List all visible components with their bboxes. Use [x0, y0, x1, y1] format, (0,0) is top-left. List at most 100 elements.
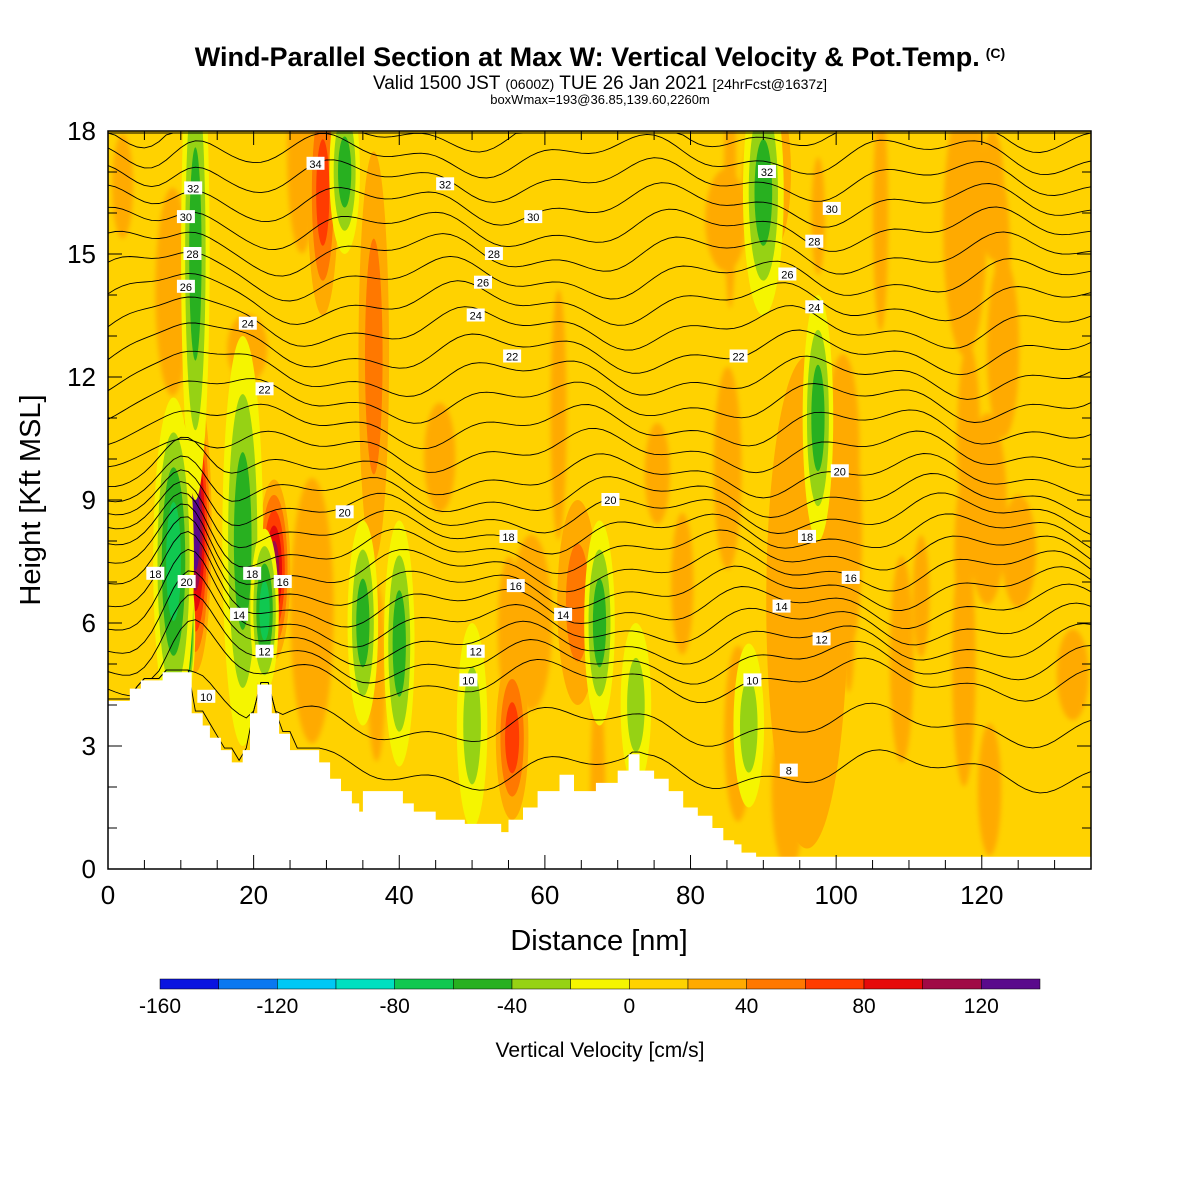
theta-contour-label: 18	[798, 529, 817, 544]
theta-contour-line	[108, 206, 1091, 252]
theta-contour-label: 16	[273, 575, 292, 589]
y-tick-label: 6	[82, 608, 96, 638]
theta-label-text: 30	[826, 204, 838, 216]
theta-contour-line	[108, 531, 1091, 629]
theta-label-bg	[506, 579, 525, 593]
theta-label-text: 12	[815, 634, 827, 646]
theta-label-bg	[183, 247, 202, 260]
theta-label-text: 26	[477, 278, 489, 290]
axes: 0 20 40 60 80 100 120 0 3 6 9 12 15 18	[67, 116, 1092, 910]
x-tick-label: 120	[960, 880, 1003, 910]
theta-contour-label: 32	[757, 165, 776, 179]
theta-label-bg	[466, 308, 485, 322]
theta-contour-line	[108, 272, 1091, 326]
weak-ascent-streak	[811, 157, 825, 275]
colorbar-swatch	[511, 978, 571, 990]
theta-label-text: 18	[149, 569, 161, 581]
theta-label-text: 20	[834, 466, 846, 478]
downdraft-core	[250, 528, 279, 693]
theta-label-bg	[554, 607, 573, 621]
colorbar-tick-label: -120	[256, 995, 298, 1018]
theta-label-bg	[243, 566, 262, 580]
colorbar-swatch	[922, 978, 982, 990]
theta-label-bg	[484, 247, 503, 260]
downdraft-core-level	[739, 678, 758, 773]
theta-label-bg	[273, 575, 292, 588]
valid-utc: (0600Z)	[505, 76, 555, 92]
downdraft-core	[802, 295, 834, 541]
theta-contour-line	[108, 481, 1091, 555]
theta-contour-line	[108, 230, 1091, 277]
theta-contour-label: 32	[184, 181, 203, 195]
theta-label-text: 24	[808, 302, 820, 314]
theta-label-text: 30	[527, 212, 539, 224]
weak-ascent-streak	[889, 556, 914, 763]
theta-contour-label: 24	[238, 316, 257, 331]
theta-label-bg	[805, 234, 824, 248]
colorbar-swatch	[453, 978, 513, 990]
theta-label-text: 20	[604, 495, 616, 507]
y-tick-label: 15	[67, 239, 96, 269]
colorbar-tick-label: 80	[852, 995, 875, 1018]
theta-label-bg	[778, 267, 797, 281]
colorbar-tick-label: 0	[623, 995, 635, 1018]
theta-contour-line	[108, 322, 1091, 376]
theta-label-text: 14	[557, 610, 569, 622]
theta-label-bg	[436, 177, 455, 191]
theta-contour-label: 10	[743, 673, 762, 687]
theta-label-bg	[335, 505, 354, 519]
forecast-info: [24hrFcst@1637z]	[712, 76, 828, 92]
x-tick-label: 40	[385, 880, 414, 910]
theta-label-text: 26	[180, 282, 192, 294]
weak-ascent-streak	[987, 258, 1020, 439]
x-tick-label: 80	[676, 880, 705, 910]
colorbar-tick-label: -80	[379, 995, 409, 1018]
theta-label-text: 8	[786, 766, 792, 778]
theta-contour-label: 24	[805, 300, 824, 314]
updraft-core-level	[364, 238, 383, 475]
downdraft-core	[222, 336, 264, 746]
colorbar-swatch	[805, 978, 865, 990]
theta-label-text: 14	[775, 602, 787, 614]
theta-label-text: 20	[181, 577, 193, 589]
downdraft-core-level	[338, 136, 352, 208]
theta-label-text: 18	[246, 569, 258, 581]
theta-label-bg	[805, 300, 824, 314]
theta-contour-line	[108, 469, 1091, 536]
theta-contour-label: 18	[146, 566, 165, 581]
theta-label-text: 34	[309, 159, 321, 171]
theta-label-text: 24	[470, 311, 482, 323]
valid-prefix: Valid 1500 JST	[372, 73, 501, 94]
theta-contour-label: 14	[554, 607, 573, 622]
theta-contour-label: 20	[830, 464, 849, 478]
theta-label-bg	[255, 644, 274, 658]
theta-contour-label: 18	[243, 566, 262, 581]
theta-contour-label: 32	[436, 177, 455, 191]
colorbar-swatch	[746, 978, 806, 990]
downdraft-core-level	[754, 139, 773, 246]
theta-label-text: 18	[502, 532, 514, 544]
theta-contour-label: 20	[601, 493, 620, 507]
downdraft-core-level	[233, 452, 252, 630]
theta-contour-label: 20	[335, 505, 354, 519]
theta-contour-line	[108, 669, 1091, 749]
theta-contour-line	[108, 251, 1091, 302]
colorbar-swatch	[277, 978, 337, 990]
theta-label-text: 30	[180, 212, 192, 224]
theta-contour-line	[108, 503, 1091, 593]
theta-contour-label: 14	[230, 607, 249, 622]
theta-label-bg	[830, 464, 849, 478]
theta-label-bg	[184, 181, 203, 195]
theta-label-text: 10	[462, 675, 474, 687]
theta-contour-label: 30	[524, 210, 543, 224]
theta-label-bg	[473, 275, 492, 289]
colorbar-tick-label: 120	[964, 995, 999, 1018]
downdraft-core-level	[592, 578, 607, 668]
theta-contour-label: 24	[466, 308, 485, 323]
theta-contour-label: 28	[183, 247, 202, 261]
theta-contour-label: 12	[466, 644, 485, 659]
theta-label-text: 32	[761, 167, 773, 179]
theta-contour-line	[108, 157, 1091, 203]
y-tick-label: 12	[67, 362, 96, 392]
x-axis-title: Distance [nm]	[510, 925, 687, 957]
